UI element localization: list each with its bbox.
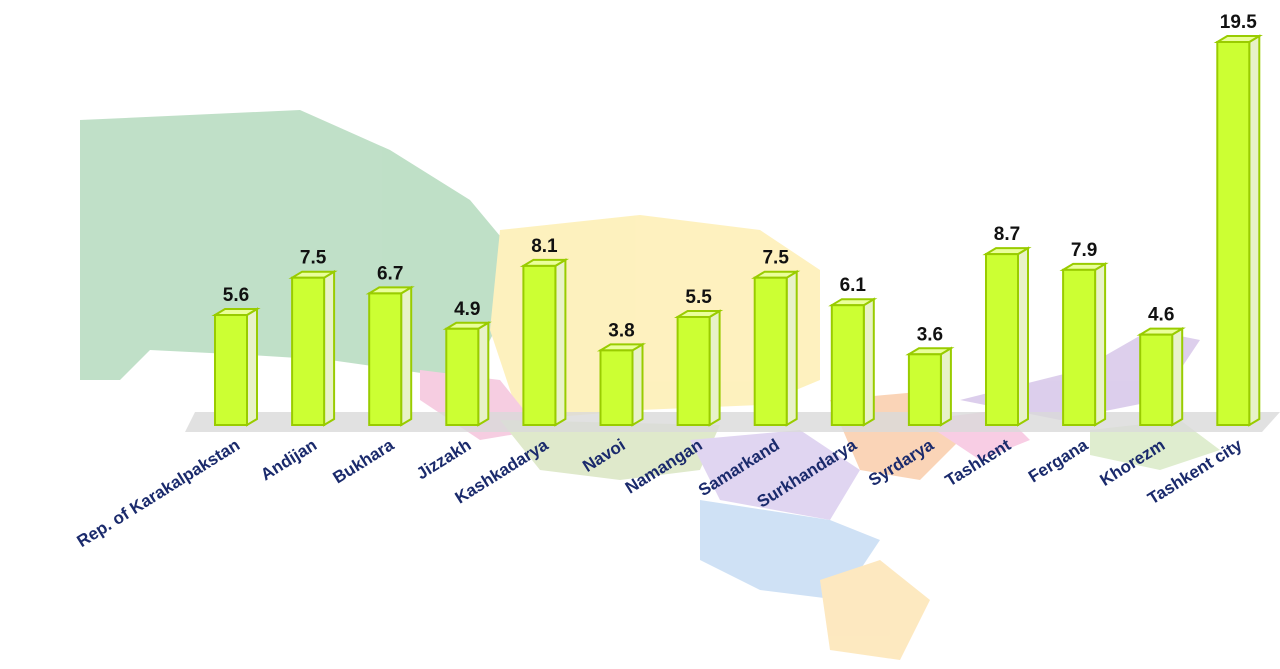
bar (751, 269, 801, 427)
bar (211, 307, 261, 427)
bar-front (1062, 268, 1097, 427)
bar (1059, 262, 1109, 427)
x-tick-label: Andijan (257, 435, 320, 484)
bar-front (753, 276, 788, 427)
bar-side (1017, 246, 1029, 427)
bar-front (214, 314, 248, 426)
x-tick-label: Jizzakh (413, 435, 474, 483)
value-label: 3.6 (917, 324, 943, 345)
bar (828, 297, 878, 427)
bar-side (631, 342, 644, 427)
bar-front (368, 292, 403, 426)
x-tick-label: Fergana (1025, 435, 1092, 486)
bar-front (985, 253, 1019, 426)
bar-side (323, 269, 336, 427)
bar-front (1216, 41, 1251, 426)
bar (442, 320, 492, 427)
value-label: 6.1 (840, 275, 867, 296)
bar-front (907, 353, 942, 426)
bar-side (785, 269, 798, 427)
bar (519, 258, 570, 427)
value-label: 5.6 (223, 285, 249, 306)
value-label: 8.7 (994, 224, 1020, 245)
bar-side (708, 309, 721, 427)
bar-side (554, 258, 567, 427)
value-label: 8.1 (531, 236, 558, 257)
bar-front (830, 304, 865, 427)
bar-front (599, 349, 634, 426)
value-label: 6.7 (377, 263, 403, 284)
bar-front (676, 315, 711, 427)
value-label: 19.5 (1220, 12, 1257, 33)
bar-front (291, 276, 326, 427)
value-label: 7.5 (300, 248, 327, 269)
bar-side (1171, 326, 1184, 427)
bar-front (1139, 333, 1174, 426)
bar-front (522, 264, 557, 426)
x-tick-label: Rep. of Karakalpakstan (74, 435, 244, 551)
bar-side (1094, 262, 1107, 427)
value-label: 5.5 (685, 287, 712, 308)
bar (673, 309, 724, 427)
bar (596, 342, 647, 427)
bar (1213, 34, 1263, 427)
bar (982, 246, 1032, 427)
bar-side (246, 307, 258, 427)
bar-side (1248, 34, 1261, 427)
bar-front (445, 327, 480, 426)
value-label: 7.5 (762, 248, 789, 269)
bar-side (477, 320, 490, 427)
bar-side (400, 285, 413, 427)
floor (185, 412, 1280, 432)
bar (365, 285, 415, 427)
bar (1136, 326, 1186, 427)
bar (288, 269, 338, 427)
value-label: 4.6 (1148, 305, 1174, 326)
bar-side (862, 297, 875, 427)
value-label: 7.9 (1071, 240, 1097, 261)
value-label: 4.9 (454, 299, 480, 320)
bar (905, 346, 955, 427)
value-label: 3.8 (608, 320, 634, 341)
bar-side (939, 346, 952, 427)
x-tick-label: Bukhara (330, 435, 398, 487)
